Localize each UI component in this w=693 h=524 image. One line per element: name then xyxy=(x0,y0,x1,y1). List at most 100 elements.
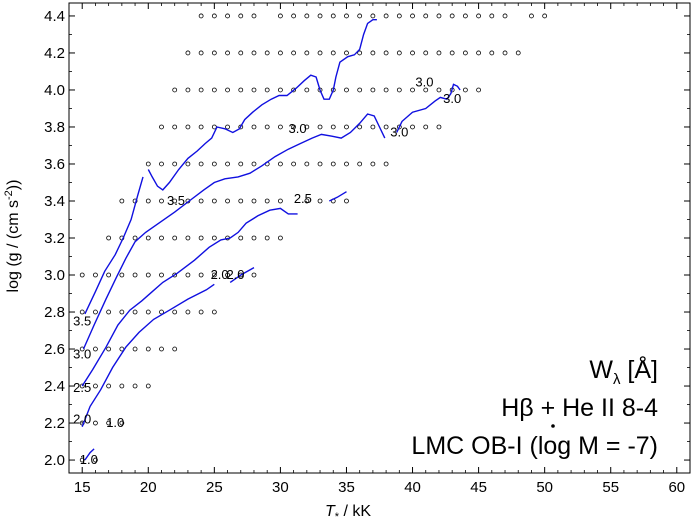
grid-point xyxy=(370,161,376,167)
grid-point xyxy=(79,272,85,278)
grid-point xyxy=(278,235,283,241)
grid-point xyxy=(423,13,429,19)
grid-point xyxy=(238,87,244,93)
grid-point xyxy=(291,87,297,93)
grid-point xyxy=(251,50,257,56)
grid-point xyxy=(264,198,270,204)
grid-point xyxy=(198,13,204,19)
contour-label: 3.0 xyxy=(443,91,461,106)
grid-point xyxy=(304,87,310,93)
grid-point xyxy=(198,87,204,93)
grid-point xyxy=(211,13,217,19)
grid-point xyxy=(119,420,125,426)
grid-point xyxy=(185,309,191,315)
grid-point xyxy=(211,309,217,315)
x-tick-label: 55 xyxy=(602,479,619,496)
contour-line-3-0 xyxy=(396,83,461,133)
grid-point xyxy=(132,272,138,278)
y-tick-label: 3.2 xyxy=(44,230,65,247)
x-tick-label: 50 xyxy=(536,479,553,496)
mdot-dot-icon xyxy=(551,424,555,428)
grid-point xyxy=(145,309,151,315)
contour-line-1-0 xyxy=(84,448,95,461)
annotation-w: W xyxy=(589,356,613,384)
grid-point xyxy=(278,50,283,56)
annotation-model: LMC OB-I (log M = -7) xyxy=(411,432,658,460)
grid-point xyxy=(344,87,349,93)
grid-point xyxy=(396,87,402,93)
grid-point xyxy=(278,198,283,204)
grid-point xyxy=(502,13,508,19)
grid-point xyxy=(238,13,244,19)
grid-point xyxy=(159,346,164,352)
grid-point xyxy=(264,235,270,241)
grid-point xyxy=(211,235,217,241)
grid-point xyxy=(370,50,376,56)
grid-point xyxy=(330,50,336,56)
grid-point xyxy=(159,272,164,278)
grid-point xyxy=(344,13,349,19)
contour-line-3-5 xyxy=(84,176,144,315)
grid-point xyxy=(198,198,204,204)
y-axis-title-superscript: -2 xyxy=(3,190,15,200)
grid-point xyxy=(225,13,230,19)
grid-point xyxy=(172,124,178,130)
grid-point xyxy=(370,13,376,19)
grid-point xyxy=(278,124,283,130)
contour-label: 2.0 xyxy=(73,411,91,426)
annotation-model-a: LMC OB-I (log xyxy=(411,432,578,460)
grid-point xyxy=(264,50,270,56)
grid-point xyxy=(119,309,125,315)
grid-point xyxy=(225,272,230,278)
grid-point xyxy=(238,235,244,241)
grid-point xyxy=(304,124,310,130)
grid-point xyxy=(436,50,442,56)
grid-point xyxy=(211,50,217,56)
contour-label: 3.0 xyxy=(390,125,408,140)
grid-point xyxy=(423,124,429,130)
y-tick-label: 3.6 xyxy=(44,156,65,173)
grid-point xyxy=(264,87,270,93)
annotation-model-mdot: M xyxy=(578,432,599,460)
grid-point xyxy=(304,198,310,204)
grid-point xyxy=(106,235,112,241)
contour-label: 1.0 xyxy=(106,415,124,430)
grid-point xyxy=(145,383,151,389)
grid-point xyxy=(291,124,297,130)
grid-point xyxy=(383,13,389,19)
grid-point xyxy=(410,13,415,19)
grid-point xyxy=(529,13,534,19)
annotation-lines: Hβ + He II 8-4 xyxy=(501,394,658,422)
grid-point xyxy=(515,50,521,56)
grid-point xyxy=(198,309,204,315)
grid-point xyxy=(172,309,178,315)
contour-lines xyxy=(81,19,461,461)
grid-point xyxy=(489,13,495,19)
grid-point xyxy=(317,124,323,130)
grid-point xyxy=(251,13,257,19)
grid-point xyxy=(159,235,164,241)
grid-point xyxy=(145,346,151,352)
grid-point xyxy=(542,13,548,19)
grid-point xyxy=(344,198,349,204)
grid-point xyxy=(423,50,429,56)
axis-ticks: 15 20 25 30 35 40 45 50 55 60 2.0 2.2 2.4 2.6 2.8 3.0 3.… xyxy=(44,3,690,496)
grid-point xyxy=(132,235,138,241)
grid-point xyxy=(251,87,257,93)
grid-point xyxy=(410,124,415,130)
x-axis-title: T* / kK xyxy=(325,503,371,523)
grid-point xyxy=(462,50,468,56)
x-tick-label: 60 xyxy=(668,479,685,496)
y-tick-label: 2.8 xyxy=(44,304,65,321)
grid-point xyxy=(238,198,244,204)
x-tick-label: 45 xyxy=(470,479,487,496)
grid-point xyxy=(410,50,415,56)
contour-labels: 1.01.02.02.53.03.53.52.02.02.53.0 3.03.03… xyxy=(73,75,461,467)
grid-point xyxy=(172,346,178,352)
grid-point xyxy=(370,87,376,93)
grid-point xyxy=(198,50,204,56)
grid-point xyxy=(251,161,257,167)
grid-point xyxy=(251,124,257,130)
grid-point xyxy=(357,50,363,56)
grid-point xyxy=(93,457,98,463)
